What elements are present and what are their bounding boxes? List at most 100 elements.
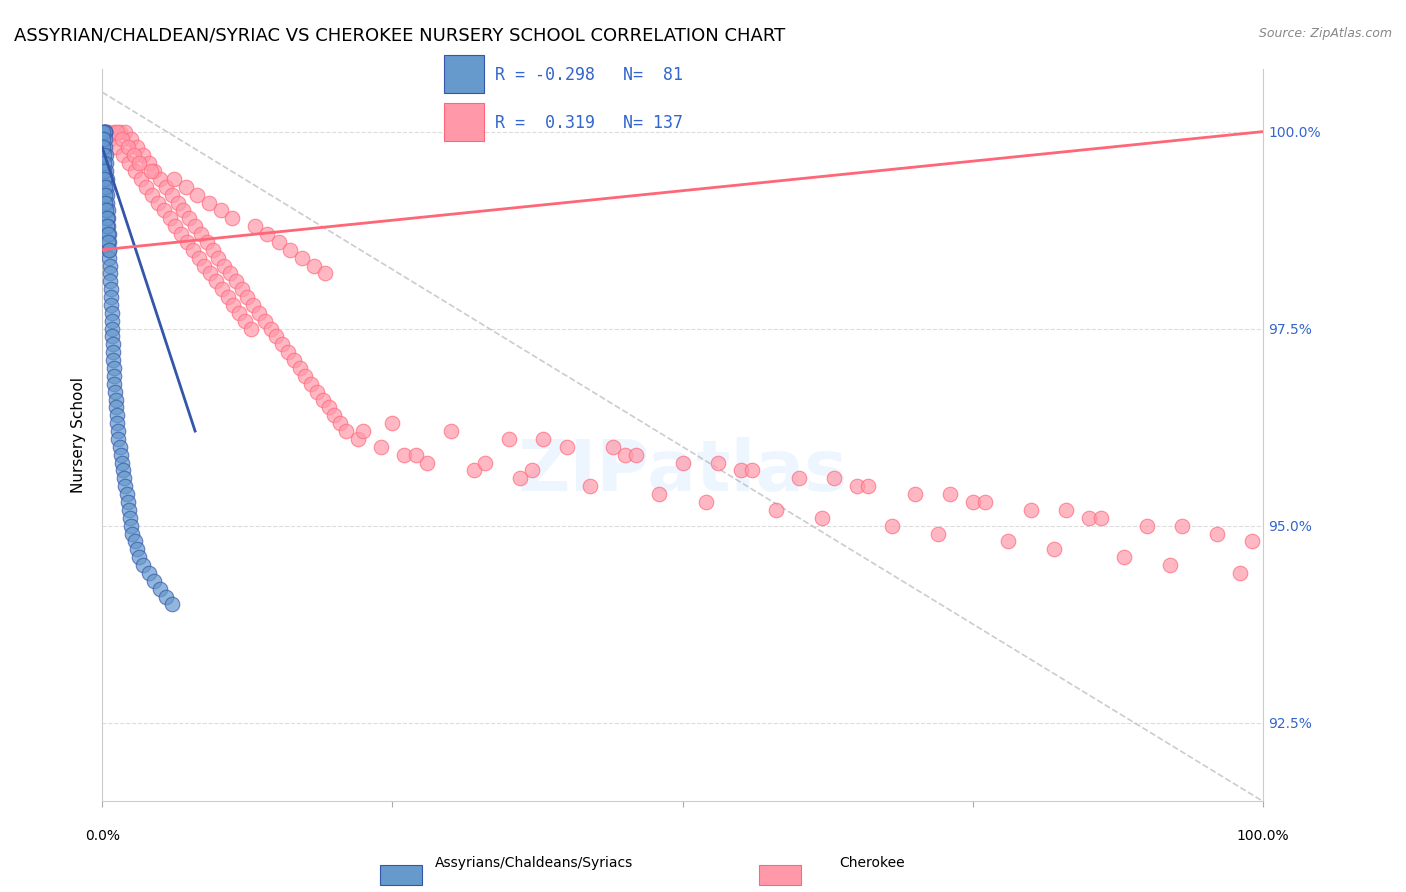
Point [463,463,485,477]
Point [613,448,636,462]
Point [103,376,125,391]
Point [155,590,177,604]
Point [172,203,194,218]
Point [602,440,624,454]
Point [266,329,288,343]
Point [100,290,122,304]
Text: N=  81: N= 81 [623,66,683,84]
Text: Cherokee: Cherokee [839,855,904,870]
Text: R = -0.298: R = -0.298 [495,66,595,84]
Point [219,267,242,281]
Point [217,290,239,304]
Point [198,195,221,210]
Point [179,211,201,226]
Point [143,574,166,588]
Point [100,282,122,296]
Point [259,321,281,335]
Point [1240,534,1263,549]
Point [98,243,121,257]
Point [184,219,207,234]
Point [166,195,188,210]
Point [91,132,114,146]
Point [100,306,122,320]
Point [98,274,121,288]
Point [117,140,139,154]
Point [97,227,120,241]
Point [787,471,810,485]
Point [124,164,146,178]
Point [474,456,496,470]
Point [245,219,267,234]
Point [205,274,228,288]
Point [94,203,117,218]
Point [1136,518,1159,533]
Point [94,124,117,138]
Point [1090,510,1112,524]
Point [96,179,118,194]
Point [93,148,115,162]
Point [228,306,250,320]
Point [159,211,181,226]
Point [101,321,124,335]
Point [105,140,128,154]
Point [242,298,264,312]
Point [94,124,117,138]
Point [101,329,124,343]
Point [101,345,124,359]
Text: N= 137: N= 137 [623,114,683,132]
Text: 100.0%: 100.0% [1237,829,1289,843]
Point [143,164,166,178]
Point [439,424,461,438]
Point [190,227,212,241]
Point [132,558,155,572]
Point [555,440,578,454]
Point [165,219,187,234]
Point [198,267,221,281]
Point [146,195,169,210]
Point [120,518,142,533]
Point [111,132,134,146]
Point [1159,558,1181,572]
Point [765,503,787,517]
Y-axis label: Nursery School: Nursery School [72,377,86,493]
Point [329,416,352,430]
Point [96,164,118,178]
Point [1054,503,1077,517]
Point [111,456,134,470]
Point [155,179,177,194]
Point [104,392,127,407]
Point [97,227,120,241]
Point [291,251,314,265]
Point [370,440,392,454]
Point [105,416,128,430]
Point [973,495,995,509]
Point [211,282,233,296]
Point [112,463,135,477]
Point [138,156,160,170]
Point [103,124,125,138]
Point [101,337,124,351]
Point [579,479,602,493]
Point [509,471,531,485]
Point [94,140,117,154]
Point [93,124,115,138]
Point [278,243,301,257]
Point [100,314,122,328]
Point [381,416,404,430]
Text: ZIPatlas: ZIPatlas [517,437,848,506]
Point [730,463,752,477]
Point [201,243,224,257]
Text: ASSYRIAN/CHALDEAN/SYRIAC VS CHEROKEE NURSERY SCHOOL CORRELATION CHART: ASSYRIAN/CHALDEAN/SYRIAC VS CHEROKEE NUR… [14,27,786,45]
Point [997,534,1019,549]
Point [94,148,117,162]
Point [93,172,115,186]
Point [107,432,129,446]
Point [135,179,157,194]
Point [97,211,120,226]
Point [96,187,118,202]
Point [405,448,427,462]
Point [128,156,150,170]
Point [277,345,299,359]
Point [118,156,141,170]
Point [132,148,155,162]
